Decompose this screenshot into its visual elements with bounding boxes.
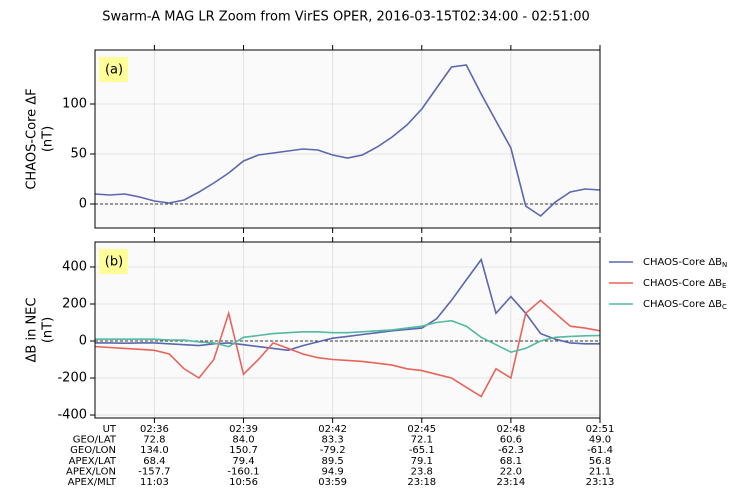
y-tick-label: -400 [57,408,87,423]
table-cell: 10:56 [229,477,258,488]
table-cell: 60.6 [500,435,522,446]
x-axis-label: UT [103,424,117,435]
table-cell: 03:59 [318,477,347,488]
table-cell: 23:18 [407,477,436,488]
panel-label-box [99,249,128,274]
x-tick-label: 02:42 [318,424,347,435]
data-line [94,64,601,218]
x-tick-label: 02:48 [496,424,525,435]
table-cell: -157.7 [138,466,170,477]
table-cell: -65.1 [409,445,435,456]
data-line [94,299,601,398]
table-cell: 22.0 [500,466,522,477]
table-row-label: GEO/LON [70,445,116,456]
y-tick-label: 0 [79,197,87,212]
table-cell: 84.0 [232,435,254,446]
table-cell: 49.0 [589,435,611,446]
x-tick-label: 02:39 [229,424,258,435]
y-tick-label: 50 [70,147,87,162]
legend-label: CHAOS-Core ΔBE [643,278,726,290]
plot-background [95,50,600,228]
y-axis-label: (nT) [41,126,56,152]
table-cell: 150.7 [229,445,258,456]
panel-label: (b) [105,255,123,270]
table-cell: -160.1 [227,466,259,477]
table-cell: -62.3 [498,445,524,456]
plot-frame [94,241,601,419]
y-axis-label: (nT) [41,317,56,343]
y-tick-label: 100 [62,97,87,112]
table-cell: 72.8 [143,435,165,446]
y-axis-label: CHAOS-Core ΔF [25,88,40,189]
plot-background [95,242,600,418]
data-line [95,319,601,353]
table-cell: 23:14 [496,477,525,488]
figure-title: Swarm-A MAG LR Zoom from VirES OPER, 201… [102,10,590,25]
table-row-label: APEX/LAT [69,456,117,467]
table-row-label: APEX/MLT [68,477,117,488]
table-cell: 134.0 [140,445,169,456]
legend-label: CHAOS-Core ΔBN [643,257,727,269]
table-cell: 89.5 [322,456,344,467]
table-cell: 23:13 [586,477,615,488]
x-tick-label: 02:51 [586,424,615,435]
table-cell: -61.4 [587,445,613,456]
panel-label: (a) [105,63,123,78]
y-axis-label: ΔB in NEC [25,298,40,363]
table-cell: 68.4 [143,456,165,467]
plot-frame [94,49,601,229]
table-cell: 11:03 [140,477,169,488]
x-tick-label: 02:45 [407,424,436,435]
y-tick-label: 400 [62,259,87,274]
table-cell: 21.1 [589,466,611,477]
table-cell: 79.4 [232,456,254,467]
table-cell: 83.3 [322,435,344,446]
table-cell: 79.1 [411,456,433,467]
table-row-label: GEO/LAT [73,435,117,446]
table-cell: 23.8 [411,466,433,477]
table-cell: 72.1 [411,435,433,446]
y-tick-label: -200 [57,371,87,386]
legend-label: CHAOS-Core ΔBC [643,299,727,311]
y-tick-label: 200 [62,296,87,311]
table-cell: 94.9 [322,466,344,477]
x-tick-label: 02:36 [140,424,169,435]
panel-label-box [99,57,128,82]
data-line [95,257,600,352]
table-cell: 68.1 [500,456,522,467]
table-cell: -79.2 [320,445,346,456]
y-tick-label: 0 [79,334,87,349]
table-row-label: APEX/LON [66,466,116,477]
table-cell: 56.8 [589,456,611,467]
